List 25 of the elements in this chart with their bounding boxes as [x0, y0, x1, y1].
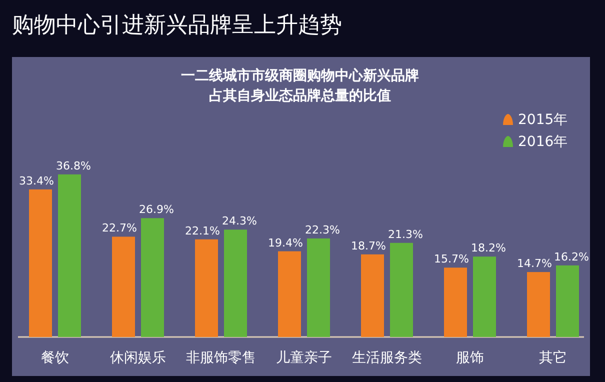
title: 购物中心引进新兴品牌呈上升趋势: [12, 13, 342, 38]
subtitle: 一二线城市市级商圈购物中心新兴品牌占其自身业态品牌总量的比值: [181, 68, 419, 104]
data-label: 14.7%: [517, 257, 552, 270]
legend-label: 2016年: [518, 134, 568, 150]
x-tick-label: 服饰: [456, 350, 484, 366]
x-tick-label: 生活服务类: [352, 350, 422, 366]
data-label: 18.7%: [351, 239, 386, 252]
x-tick-label: 餐饮: [41, 350, 69, 366]
data-label: 21.3%: [388, 228, 423, 241]
x-tick-label: 非服饰零售: [186, 350, 256, 366]
data-label: 22.3%: [305, 223, 340, 236]
data-label: 16.2%: [554, 250, 589, 264]
x-tick-label: 儿童亲子: [276, 350, 332, 366]
data-label: 22.7%: [102, 222, 137, 235]
x-tick-label: 其它: [539, 350, 567, 366]
data-label: 24.3%: [222, 214, 257, 228]
data-label: 33.4%: [19, 174, 54, 188]
data-label: 22.1%: [185, 224, 220, 238]
data-label: 26.9%: [139, 203, 174, 216]
data-label: 19.4%: [268, 236, 303, 250]
x-tick-label: 休闲娱乐: [110, 350, 166, 366]
legend-label: 2015年: [518, 112, 568, 128]
data-label: 18.2%: [471, 242, 506, 255]
data-label: 36.8%: [56, 159, 91, 172]
data-label: 15.7%: [434, 252, 469, 266]
